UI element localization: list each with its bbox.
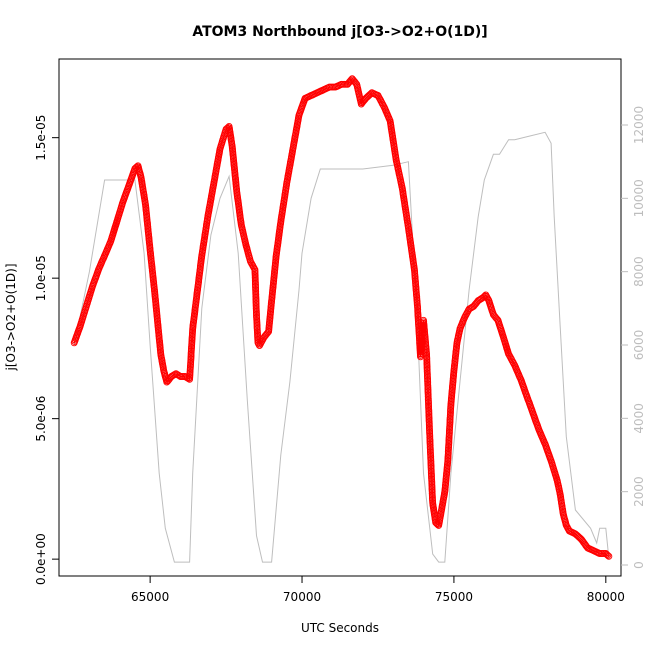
- y2-tick-label: 12000: [632, 106, 646, 144]
- y-tick-label: 1.5e-05: [34, 115, 48, 161]
- y2-tick-label: 4000: [632, 403, 646, 434]
- plot-frame: [58, 58, 622, 577]
- altitude-layer: [73, 131, 610, 563]
- y-axis-left: 0.0e+00 5.0e-06 1.0e-05 1.5e-05: [34, 115, 59, 585]
- j-point: [604, 551, 612, 559]
- j-point: [480, 293, 488, 301]
- altitude-line: [73, 131, 610, 563]
- x-tick-label: 80000: [587, 590, 625, 604]
- chart-title: ATOM3 Northbound j[O3->O2+O(1D)]: [192, 24, 487, 40]
- y2-tick-label: 10000: [632, 179, 646, 217]
- y2-tick-label: 6000: [632, 330, 646, 361]
- x-tick-label: 65000: [131, 590, 169, 604]
- y-tick-label: 0.0e+00: [34, 533, 48, 585]
- y2-tick-label: 2000: [632, 476, 646, 507]
- x-tick-label: 75000: [435, 590, 473, 604]
- j-point: [603, 551, 611, 558]
- j-series-layer: [70, 75, 613, 560]
- x-axis-label: UTC Seconds: [301, 621, 379, 635]
- y2-tick-label: 8000: [632, 256, 646, 287]
- y-axis-right: 0 2000 4000 6000 8000 10000 12000: [621, 106, 646, 569]
- j-point: [605, 552, 613, 560]
- y-tick-label: 5.0e-06: [34, 396, 48, 442]
- y-axis-label: j[O3->O2+O(1D)]: [4, 264, 18, 372]
- y-tick-label: 1.0e-05: [34, 255, 48, 301]
- x-axis: 65000 70000 75000 80000: [131, 576, 625, 604]
- y2-tick-label: 0: [632, 561, 646, 569]
- x-tick-label: 70000: [283, 590, 321, 604]
